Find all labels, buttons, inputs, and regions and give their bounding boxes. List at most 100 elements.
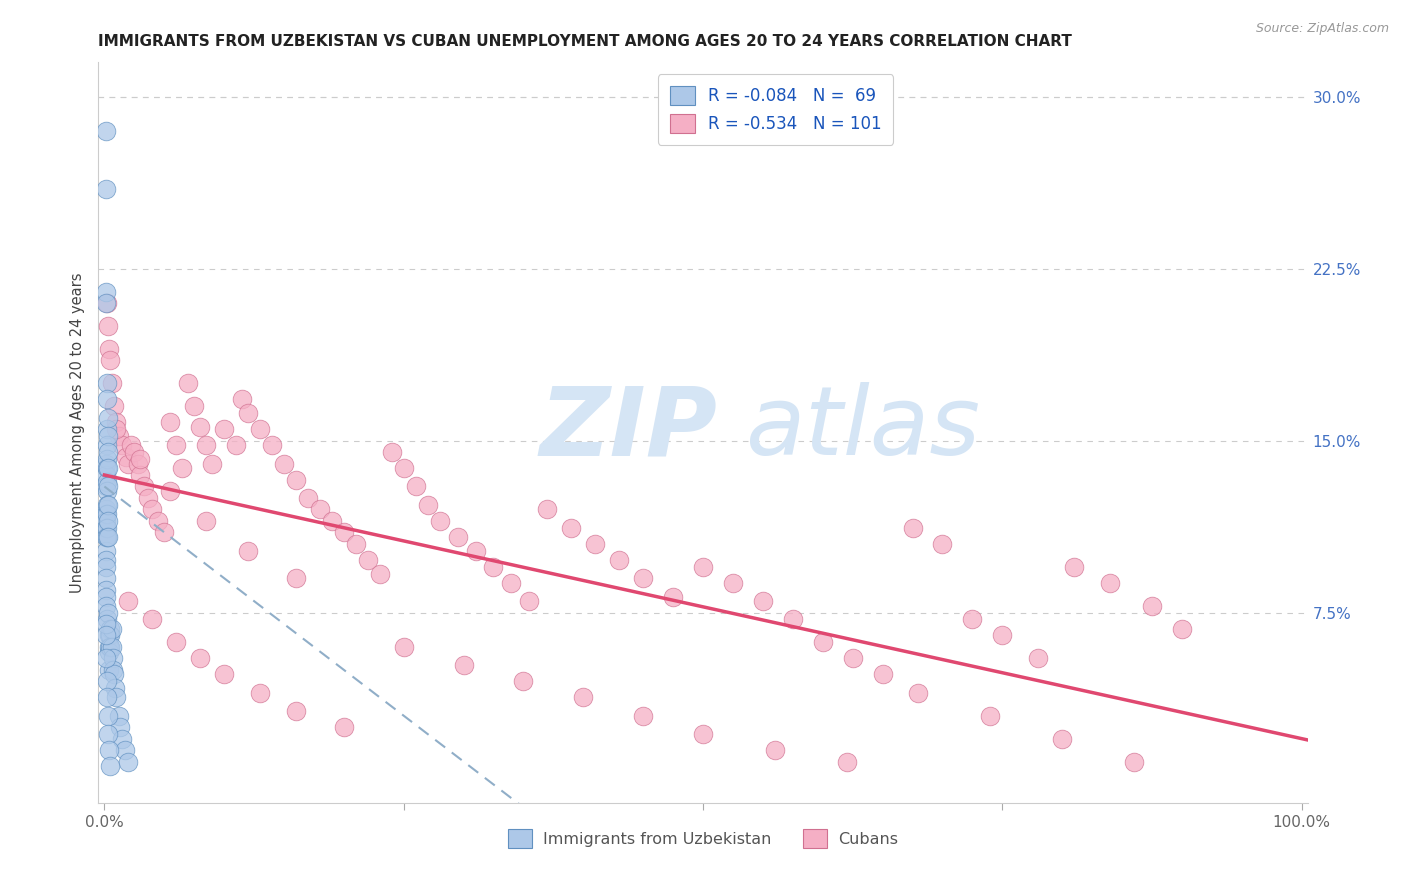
Point	[94, 502, 117, 516]
Point	[183, 399, 205, 413]
Point	[94, 599, 117, 613]
Point	[101, 651, 124, 665]
Point	[94, 457, 117, 471]
Point	[98, 644, 121, 658]
Point	[98, 663, 121, 677]
Point	[96, 507, 118, 521]
Point	[721, 575, 744, 590]
Point	[811, 635, 834, 649]
Point	[333, 525, 356, 540]
Point	[96, 392, 118, 407]
Point	[94, 651, 117, 665]
Point	[117, 755, 139, 769]
Point	[536, 502, 558, 516]
Point	[100, 622, 122, 636]
Point	[631, 708, 654, 723]
Point	[94, 617, 117, 632]
Point	[111, 438, 134, 452]
Point	[105, 422, 128, 436]
Point	[284, 571, 307, 585]
Point	[1099, 575, 1122, 590]
Point	[97, 479, 120, 493]
Point	[392, 461, 415, 475]
Point	[114, 743, 136, 757]
Point	[782, 612, 804, 626]
Point	[98, 342, 121, 356]
Point	[1123, 755, 1146, 769]
Point	[94, 590, 117, 604]
Point	[344, 537, 367, 551]
Point	[901, 521, 924, 535]
Point	[260, 438, 283, 452]
Point	[108, 720, 131, 734]
Point	[1050, 731, 1073, 746]
Point	[97, 606, 120, 620]
Point	[100, 622, 122, 636]
Point	[94, 514, 117, 528]
Legend: Immigrants from Uzbekistan, Cubans: Immigrants from Uzbekistan, Cubans	[502, 822, 904, 854]
Point	[94, 559, 117, 574]
Point	[96, 461, 118, 475]
Point	[231, 392, 253, 407]
Point	[249, 422, 271, 436]
Point	[979, 708, 1001, 723]
Point	[464, 543, 486, 558]
Point	[94, 582, 117, 597]
Point	[96, 690, 118, 705]
Point	[96, 612, 118, 626]
Point	[572, 690, 595, 705]
Point	[98, 743, 121, 757]
Point	[631, 571, 654, 585]
Point	[107, 708, 129, 723]
Point	[177, 376, 200, 391]
Point	[416, 498, 439, 512]
Point	[115, 450, 138, 464]
Point	[453, 658, 475, 673]
Point	[96, 521, 118, 535]
Point	[835, 755, 858, 769]
Point	[96, 475, 118, 489]
Point	[236, 543, 259, 558]
Point	[195, 438, 218, 452]
Point	[97, 461, 120, 475]
Point	[381, 445, 404, 459]
Point	[284, 473, 307, 487]
Point	[100, 376, 122, 391]
Point	[188, 651, 211, 665]
Point	[931, 537, 953, 551]
Point	[97, 530, 120, 544]
Point	[172, 461, 194, 475]
Point	[1026, 651, 1049, 665]
Point	[212, 422, 235, 436]
Point	[100, 759, 122, 773]
Point	[153, 525, 176, 540]
Point	[117, 594, 139, 608]
Point	[872, 667, 894, 681]
Point	[97, 319, 120, 334]
Point	[201, 457, 224, 471]
Point	[188, 420, 211, 434]
Point	[94, 521, 117, 535]
Point	[692, 727, 714, 741]
Point	[560, 521, 582, 535]
Point	[100, 353, 122, 368]
Point	[124, 445, 146, 459]
Point	[195, 514, 218, 528]
Point	[97, 514, 120, 528]
Point	[1140, 599, 1163, 613]
Point	[321, 514, 343, 528]
Point	[98, 640, 121, 654]
Point	[94, 530, 117, 544]
Point	[111, 731, 134, 746]
Point	[94, 543, 117, 558]
Point	[100, 640, 122, 654]
Point	[212, 667, 235, 681]
Point	[103, 667, 125, 681]
Point	[501, 575, 523, 590]
Point	[96, 498, 118, 512]
Point	[105, 690, 128, 705]
Point	[512, 674, 534, 689]
Point	[225, 438, 247, 452]
Point	[763, 743, 786, 757]
Point	[127, 457, 149, 471]
